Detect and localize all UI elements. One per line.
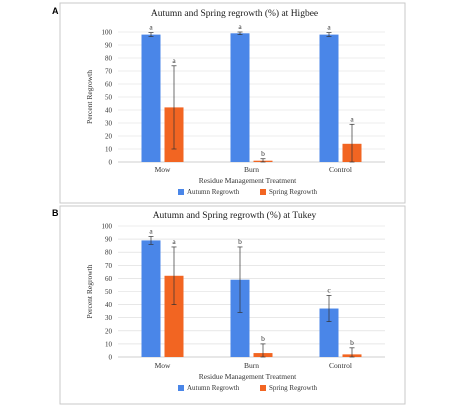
bar-autumn-regrowth-control <box>319 34 339 162</box>
y-tick-label: 30 <box>105 314 113 322</box>
legend-label: Spring Regrowth <box>269 384 318 392</box>
y-tick-label: 0 <box>109 159 113 167</box>
y-tick-label: 90 <box>105 236 113 244</box>
y-tick-label: 50 <box>105 94 113 102</box>
y-tick-label: 10 <box>105 340 113 348</box>
significance-letter: b <box>261 334 265 343</box>
legend-swatch <box>178 385 184 391</box>
y-tick-label: 80 <box>105 249 113 257</box>
category-label: Mow <box>155 361 171 370</box>
y-tick-label: 30 <box>105 120 113 128</box>
legend-swatch <box>260 385 266 391</box>
bar-autumn-regrowth-mow <box>141 34 161 162</box>
x-axis-title: Residue Management Treatment <box>199 176 297 185</box>
y-tick-label: 80 <box>105 55 113 63</box>
significance-letter: a <box>350 114 354 123</box>
significance-letter: a <box>172 56 176 65</box>
category-label: Mow <box>155 165 171 174</box>
y-tick-label: 20 <box>105 133 113 141</box>
y-tick-label: 40 <box>105 107 113 115</box>
category-label: Burn <box>244 361 259 370</box>
bar-spring-regrowth-mow <box>164 275 184 357</box>
y-tick-label: 60 <box>105 275 113 283</box>
significance-letter: b <box>261 149 265 158</box>
y-tick-label: 10 <box>105 146 113 154</box>
bar-autumn-regrowth-mow <box>141 240 161 357</box>
y-tick-label: 50 <box>105 288 113 296</box>
legend-label: Spring Regrowth <box>269 188 318 196</box>
significance-letter: c <box>327 285 331 294</box>
y-tick-label: 60 <box>105 81 113 89</box>
significance-letter: a <box>149 23 153 32</box>
y-tick-label: 100 <box>102 223 113 231</box>
category-label: Control <box>329 361 352 370</box>
significance-letter: b <box>350 338 354 347</box>
significance-letter: a <box>238 22 242 31</box>
y-axis-title: Percent Regrowth <box>85 70 94 124</box>
y-tick-label: 90 <box>105 42 113 50</box>
y-tick-label: 70 <box>105 262 113 270</box>
bar-autumn-regrowth-burn <box>230 279 250 357</box>
legend-swatch <box>260 189 266 195</box>
bar-autumn-regrowth-burn <box>230 33 250 162</box>
panel-letter: B <box>52 208 59 218</box>
category-label: Burn <box>244 165 259 174</box>
chart-title: Autumn and Spring regrowth (%) at Tukey <box>153 210 317 221</box>
significance-letter: a <box>172 237 176 246</box>
bar-autumn-regrowth-control <box>319 308 339 357</box>
y-tick-label: 70 <box>105 68 113 76</box>
legend-label: Autumn Regrowth <box>187 188 240 196</box>
significance-letter: a <box>149 226 153 235</box>
y-tick-label: 40 <box>105 301 113 309</box>
significance-letter: a <box>327 23 331 32</box>
y-tick-label: 20 <box>105 327 113 335</box>
y-tick-label: 100 <box>102 29 113 37</box>
legend-swatch <box>178 189 184 195</box>
y-tick-label: 0 <box>109 354 113 362</box>
significance-letter: b <box>238 237 242 246</box>
category-label: Control <box>329 165 352 174</box>
panel-letter: A <box>52 6 59 16</box>
chart-title: Autumn and Spring regrowth (%) at Higbee <box>151 8 318 19</box>
y-axis-title: Percent Regrowth <box>85 264 94 318</box>
x-axis-title: Residue Management Treatment <box>199 372 297 381</box>
legend-label: Autumn Regrowth <box>187 384 240 392</box>
